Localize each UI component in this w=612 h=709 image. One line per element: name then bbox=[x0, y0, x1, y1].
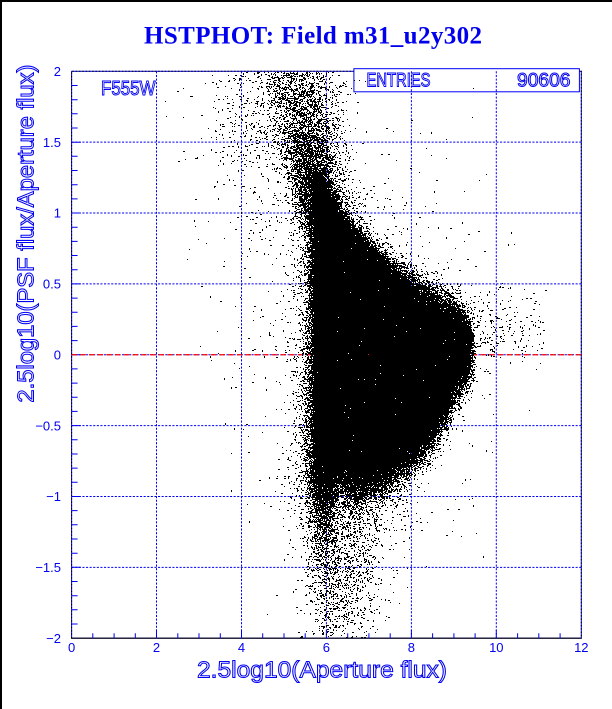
svg-text:6: 6 bbox=[323, 640, 330, 655]
svg-text:1.5: 1.5 bbox=[43, 135, 61, 150]
svg-text:−1: −1 bbox=[46, 489, 61, 504]
svg-text:12: 12 bbox=[574, 640, 588, 655]
svg-text:−1.5: −1.5 bbox=[35, 560, 61, 575]
svg-text:2.5log10(PSF flux/Aperture flu: 2.5log10(PSF flux/Aperture flux) bbox=[13, 65, 39, 403]
svg-text:2: 2 bbox=[54, 64, 61, 79]
svg-text:8: 8 bbox=[408, 640, 415, 655]
svg-text:−0.5: −0.5 bbox=[35, 418, 61, 433]
svg-text:0: 0 bbox=[54, 347, 61, 362]
svg-text:F555W: F555W bbox=[101, 78, 156, 100]
svg-text:0.5: 0.5 bbox=[43, 277, 61, 292]
svg-text:2: 2 bbox=[153, 640, 160, 655]
svg-text:HSTPHOT: Field m31_u2y302: HSTPHOT: Field m31_u2y302 bbox=[144, 23, 482, 50]
svg-text:ENTRIES: ENTRIES bbox=[367, 71, 431, 92]
svg-text:90606: 90606 bbox=[517, 71, 571, 92]
svg-text:4: 4 bbox=[238, 640, 245, 655]
svg-text:10: 10 bbox=[489, 640, 503, 655]
svg-text:−2: −2 bbox=[46, 631, 61, 646]
svg-text:0: 0 bbox=[68, 640, 75, 655]
svg-text:2.5log10(Aperture flux): 2.5log10(Aperture flux) bbox=[197, 657, 447, 683]
svg-text:1: 1 bbox=[54, 206, 61, 221]
